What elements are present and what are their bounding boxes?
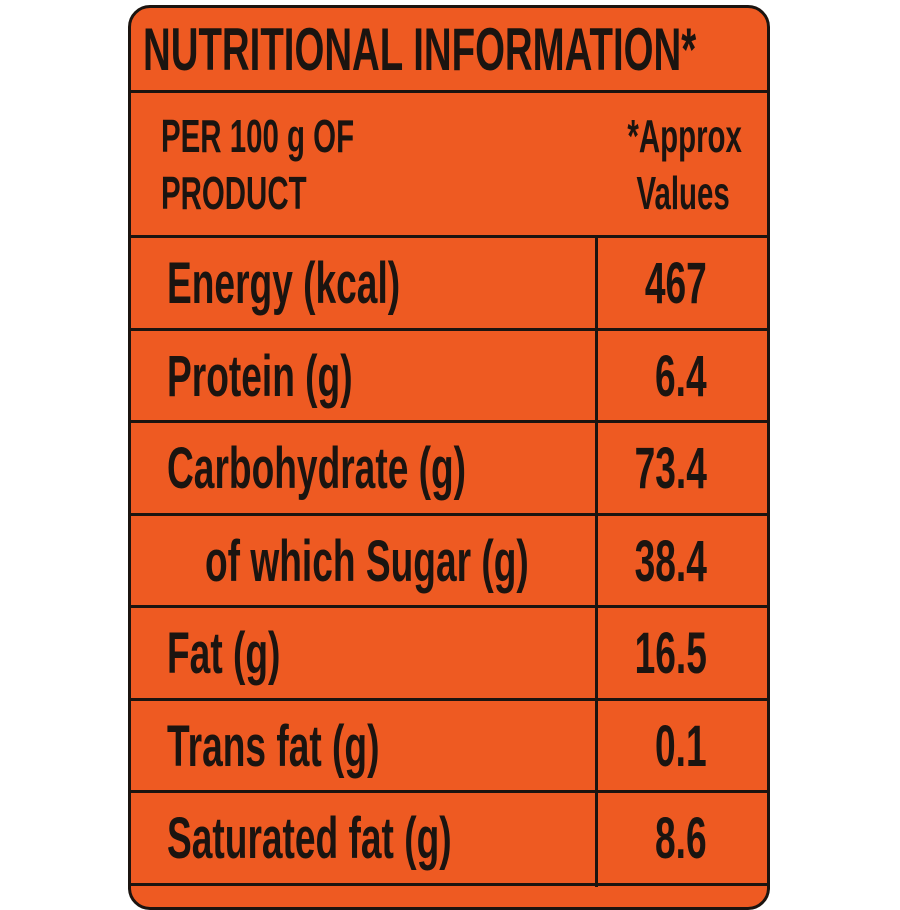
nutrient-label: Fat (g) — [167, 621, 281, 686]
header-left-line: PER 100 g OF — [161, 110, 355, 162]
nutrient-value: 16.5 — [634, 621, 707, 686]
divider — [131, 697, 767, 701]
nutrient-label: Carbohydrate (g) — [167, 436, 467, 501]
divider — [131, 420, 767, 423]
divider — [131, 512, 767, 516]
header-right-line: Values — [636, 167, 730, 219]
nutrient-value: 73.4 — [634, 436, 707, 501]
nutrient-label: Energy (kcal) — [167, 251, 401, 316]
nutrient-value: 0.1 — [655, 713, 707, 779]
divider — [131, 90, 767, 93]
nutrient-label: of which Sugar (g) — [205, 528, 529, 594]
nutrient-value: 467 — [645, 251, 707, 316]
nutrient-label: Protein (g) — [167, 343, 353, 409]
divider — [131, 327, 767, 331]
divider — [131, 882, 767, 886]
header-right-line: *Approx — [627, 110, 743, 162]
divider — [131, 235, 767, 238]
nutrient-value: 38.4 — [634, 528, 707, 594]
nutrient-label: Saturated fat (g) — [167, 806, 452, 871]
nutrition-panel: NUTRITIONAL INFORMATION* PER 100 g OF PR… — [128, 5, 770, 910]
column-divider — [595, 235, 598, 887]
nutrient-label: Trans fat (g) — [167, 713, 380, 779]
nutrient-value: 6.4 — [655, 343, 707, 409]
divider — [131, 605, 767, 608]
title: NUTRITIONAL INFORMATION* — [143, 16, 697, 83]
nutrient-value: 8.6 — [655, 806, 707, 871]
divider — [131, 790, 767, 793]
header-left-line: PRODUCT — [161, 167, 307, 219]
